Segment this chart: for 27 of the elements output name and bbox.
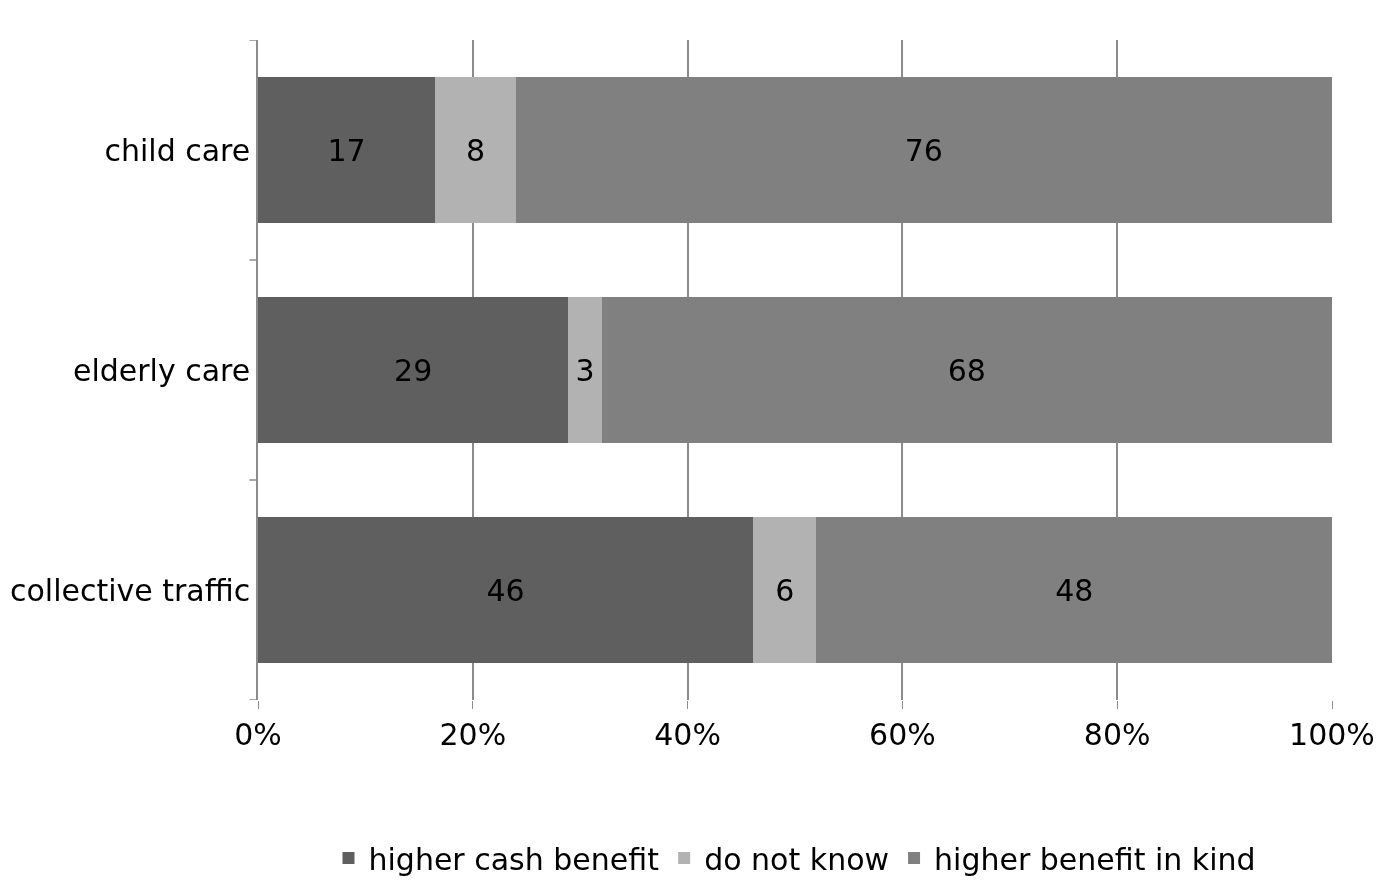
bar	[258, 297, 569, 443]
x-tick-label: 80%	[1083, 717, 1151, 752]
data-label: 8	[465, 132, 486, 168]
bar	[258, 77, 436, 223]
data-label: 48	[1055, 572, 1094, 608]
y-tick-label: child care	[104, 132, 251, 168]
data-label: 3	[575, 352, 595, 388]
x-tick-label: 0%	[234, 717, 282, 752]
legend-label: higher benefit in kind	[934, 841, 1256, 877]
bar	[753, 517, 817, 663]
x-tick-label: 40%	[654, 717, 721, 752]
data-label: 68	[947, 352, 986, 388]
x-tick-label: 60%	[869, 717, 936, 752]
x-tick-label: 20%	[439, 717, 507, 752]
legend-label: higher cash benefit	[368, 841, 660, 877]
data-label: 6	[775, 572, 795, 608]
data-label: 76	[904, 132, 943, 168]
bar	[435, 77, 516, 223]
data-label: 17	[327, 132, 366, 168]
bar	[258, 517, 754, 663]
y-tick-label: elderly care	[72, 352, 251, 388]
y-tick-label: collective traffic	[9, 572, 251, 608]
legend-label: do not know	[704, 841, 890, 877]
data-label: 46	[486, 572, 525, 608]
data-label: 29	[394, 352, 433, 388]
x-tick-label: 100%	[1289, 717, 1375, 752]
bar	[568, 297, 602, 443]
